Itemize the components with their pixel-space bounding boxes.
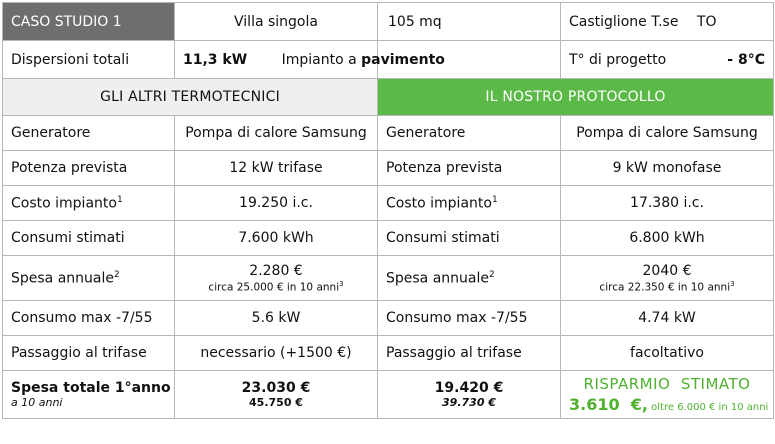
- footnote-mark: 3: [730, 279, 735, 288]
- row-label: Generatore: [2, 115, 175, 151]
- footnote-mark: 1: [116, 194, 123, 205]
- row-label: Consumo max -7/55: [377, 300, 561, 336]
- row-label: Passaggio al trifase: [377, 335, 561, 371]
- row-label: Potenza prevista: [2, 150, 175, 186]
- footnote-mark: 1: [491, 194, 498, 205]
- ours-total-cell: 19.420 € 39.730 €: [377, 370, 561, 419]
- row-label: Passaggio al trifase: [2, 335, 175, 371]
- table-row: Costo impianto1 19.250 i.c. Costo impian…: [2, 185, 774, 221]
- case-study-table: CASO STUDIO 1 Villa singola 105 mq Casti…: [2, 2, 774, 419]
- province: TO: [696, 13, 717, 30]
- row-label: Generatore: [377, 115, 561, 151]
- others-value: 7.600 kWh: [174, 220, 378, 256]
- location-cell: Castiglione T.se TO: [560, 2, 774, 41]
- ours-total-10y: 39.730 €: [442, 396, 496, 409]
- row-label: Potenza prevista: [377, 150, 561, 186]
- others-value: 19.250 i.c.: [174, 185, 378, 221]
- ours-total: 19.420 €: [434, 380, 504, 396]
- city: Castiglione T.se: [569, 13, 679, 30]
- others-subvalue: circa 25.000 € in 10 anni: [208, 281, 340, 294]
- section-header-row: GLI ALTRI TERMOTECNICI IL NOSTRO PROTOCO…: [2, 78, 774, 116]
- ours-subvalue-line: circa 22.350 € in 10 anni3: [569, 280, 765, 294]
- savings-title: RISPARMIO STIMATO: [583, 375, 751, 393]
- others-value: 12 kW trifase: [174, 150, 378, 186]
- table-row: Potenza prevista 12 kW trifase Potenza p…: [2, 150, 774, 186]
- others-value: necessario (+1500 €): [174, 335, 378, 371]
- system-prefix: Impianto a: [281, 51, 362, 68]
- design-temp-value: - 8°C: [727, 51, 765, 68]
- ours-value: 6.800 kWh: [560, 220, 774, 256]
- savings-value: 3.610 €,: [569, 395, 648, 414]
- footnote-mark: 3: [339, 279, 344, 288]
- dispersion-label: Dispersioni totali: [2, 40, 175, 79]
- row-label-cell: Costo impianto1: [377, 185, 561, 221]
- footnote-mark: 2: [114, 269, 120, 280]
- ours-value: 4.74 kW: [560, 300, 774, 336]
- section-ours-title: IL NOSTRO PROTOCOLLO: [377, 78, 774, 116]
- table-row: Consumo max -7/55 5.6 kW Consumo max -7/…: [2, 300, 774, 336]
- footnote-mark: 2: [489, 269, 495, 280]
- row-label: Consumo max -7/55: [2, 300, 175, 336]
- table-row: Passaggio al trifase necessario (+1500 €…: [2, 335, 774, 371]
- total-label: Spesa totale 1°anno: [11, 380, 171, 396]
- ours-value: Pompa di calore Samsung: [560, 115, 774, 151]
- others-total: 23.030 €: [241, 380, 311, 396]
- row-label: Spesa annuale: [386, 270, 489, 287]
- dispersion-value: 11,3 kW: [183, 51, 248, 68]
- others-value: 2.280 €: [249, 262, 303, 279]
- total-label-cell: Spesa totale 1°anno a 10 anni: [2, 370, 175, 419]
- others-subvalue-line: circa 25.000 € in 10 anni3: [183, 280, 369, 294]
- row-label: Consumi stimati: [377, 220, 561, 256]
- ours-subvalue: circa 22.350 € in 10 anni: [599, 281, 731, 294]
- section-others-title: GLI ALTRI TERMOTECNICI: [2, 78, 378, 116]
- others-value: 5.6 kW: [174, 300, 378, 336]
- total-row: Spesa totale 1°anno a 10 anni 23.030 € 4…: [2, 370, 774, 419]
- table-row: Generatore Pompa di calore Samsung Gener…: [2, 115, 774, 151]
- ours-value: 17.380 i.c.: [560, 185, 774, 221]
- row-label: Costo impianto: [386, 195, 492, 212]
- savings-line: 3.610 €, oltre 6.000 € in 10 anni: [569, 395, 769, 414]
- ours-value: facoltativo: [560, 335, 774, 371]
- building-area: 105 mq: [377, 2, 561, 41]
- row-label: Consumi stimati: [2, 220, 175, 256]
- header-row-1: CASO STUDIO 1 Villa singola 105 mq Casti…: [2, 2, 774, 41]
- building-type: Villa singola: [174, 2, 378, 41]
- savings-note: oltre 6.000 € in 10 anni: [647, 402, 769, 413]
- row-label: Costo impianto: [11, 195, 117, 212]
- row-label: Spesa annuale: [11, 270, 114, 287]
- ours-value: 2040 €: [642, 262, 692, 279]
- table-row: Spesa annuale2 2.280 € circa 25.000 € in…: [2, 255, 774, 301]
- case-study-label: CASO STUDIO 1: [2, 2, 175, 41]
- others-value: Pompa di calore Samsung: [174, 115, 378, 151]
- row-label-cell: Spesa annuale2: [377, 255, 561, 301]
- others-total-cell: 23.030 € 45.750 €: [174, 370, 378, 419]
- ours-value: 9 kW monofase: [560, 150, 774, 186]
- others-total-10y: 45.750 €: [249, 396, 303, 409]
- others-value-cell: 2.280 € circa 25.000 € in 10 anni3: [174, 255, 378, 301]
- row-label-cell: Costo impianto1: [2, 185, 175, 221]
- ours-value-cell: 2040 € circa 22.350 € in 10 anni3: [560, 255, 774, 301]
- dispersion-system-cell: 11,3 kW Impianto a pavimento: [174, 40, 445, 79]
- header-row-2: Dispersioni totali 11,3 kW Impianto a pa…: [2, 40, 774, 79]
- system-label: Impianto a pavimento: [282, 52, 445, 68]
- total-sublabel: a 10 anni: [11, 396, 63, 409]
- row-label-cell: Spesa annuale2: [2, 255, 175, 301]
- table-row: Consumi stimati 7.600 kWh Consumi stimat…: [2, 220, 774, 256]
- design-temp-cell: T° di progetto - 8°C: [560, 40, 774, 79]
- design-temp-label: T° di progetto: [569, 51, 667, 68]
- savings-cell: RISPARMIO STIMATO 3.610 €, oltre 6.000 €…: [560, 370, 774, 419]
- system-type: pavimento: [361, 51, 445, 68]
